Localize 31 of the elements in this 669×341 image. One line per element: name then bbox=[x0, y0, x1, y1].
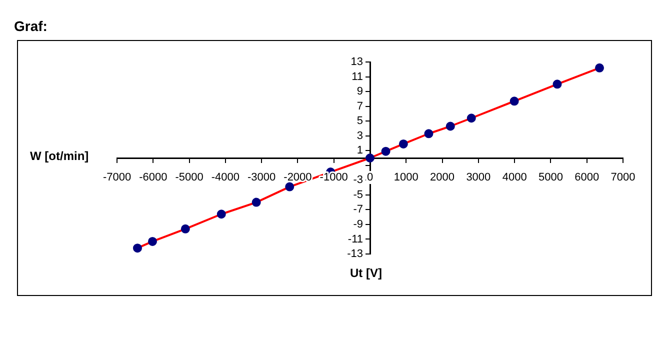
chart-title: Graf: bbox=[14, 18, 48, 34]
x-tick-label: 3000 bbox=[466, 172, 491, 184]
x-tick-label: -7000 bbox=[102, 172, 132, 184]
x-tick-label: 6000 bbox=[574, 172, 600, 184]
y-tick-label: 13 bbox=[350, 56, 363, 68]
x-tick-label: 0 bbox=[366, 172, 374, 184]
x-tick-label: -5000 bbox=[175, 172, 204, 184]
x-tick-label: 4000 bbox=[502, 172, 527, 184]
x-tick-label: 5000 bbox=[538, 172, 563, 184]
x-tick-label: -2000 bbox=[284, 172, 312, 184]
y-tick-label: -13 bbox=[347, 248, 363, 260]
x-tick-label: 2000 bbox=[430, 172, 455, 184]
y-tick-label: 5 bbox=[356, 115, 363, 128]
x-axis-title: Ut [V] bbox=[350, 266, 382, 280]
y-axis-title: W [ot/min] bbox=[30, 149, 89, 163]
y-tick-label: 7 bbox=[356, 100, 363, 112]
y-tick-label: -3 bbox=[353, 174, 363, 186]
y-tick-label: 9 bbox=[356, 86, 363, 98]
y-tick-label: 1 bbox=[356, 144, 363, 157]
y-tick-label: -9 bbox=[353, 218, 363, 230]
x-tick-label: -3000 bbox=[248, 172, 276, 184]
y-tick-label: 3 bbox=[356, 130, 363, 142]
x-tick-label: 1000 bbox=[394, 172, 418, 184]
x-tick-label: 7000 bbox=[610, 172, 636, 184]
x-tick-label: -6000 bbox=[139, 172, 168, 184]
x-tick-label: -4000 bbox=[211, 172, 240, 184]
y-tick-label: -11 bbox=[348, 233, 363, 246]
x-tick-label: -1000 bbox=[320, 172, 348, 184]
y-tick-label: -7 bbox=[353, 204, 363, 216]
y-tick-label: 11 bbox=[352, 70, 363, 83]
y-tick-label: -5 bbox=[353, 188, 363, 201]
